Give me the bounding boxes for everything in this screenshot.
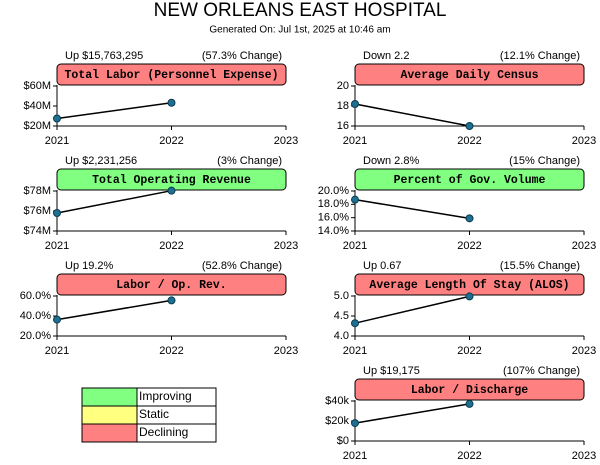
x-tick-label: 2021 bbox=[45, 240, 69, 252]
banner bbox=[56, 273, 287, 296]
change-amount: Up $15,763,295 bbox=[65, 50, 143, 62]
change-percent: (12.1% Change) bbox=[500, 50, 580, 62]
y-tick-label: 18 bbox=[337, 100, 349, 112]
change-amount: Up $2,231,256 bbox=[65, 155, 137, 167]
chart-title: Labor / Op. Rev. bbox=[116, 279, 226, 292]
x-tick-label: 2022 bbox=[457, 450, 481, 462]
data-point bbox=[351, 319, 359, 328]
data-point bbox=[53, 315, 61, 324]
change-percent: (15% Change) bbox=[509, 155, 580, 167]
y-tick-label: $78M bbox=[23, 185, 51, 197]
x-tick-label: 2021 bbox=[45, 135, 69, 147]
legend-label: Static bbox=[139, 407, 169, 421]
y-tick-label: $20M bbox=[23, 120, 51, 132]
x-tick-label: 2021 bbox=[343, 135, 367, 147]
change-percent: (107% Change) bbox=[503, 365, 580, 377]
series-line bbox=[354, 295, 470, 324]
x-tick-label: 2022 bbox=[159, 240, 183, 252]
legend-box bbox=[136, 423, 217, 443]
legend-label: Improving bbox=[139, 389, 192, 403]
page-title: NEW ORLEANS EAST HOSPITAL bbox=[154, 0, 447, 21]
chart-title: Total Labor (Personnel Expense) bbox=[65, 69, 279, 82]
x-tick-label: 2023 bbox=[572, 450, 596, 462]
series-line bbox=[354, 403, 470, 424]
change-percent: (15.5% Change) bbox=[500, 260, 580, 272]
x-tick-label: 2022 bbox=[159, 135, 183, 147]
y-tick-label: 4.0 bbox=[334, 330, 349, 342]
y-tick-label: $40k bbox=[325, 395, 349, 407]
data-point bbox=[465, 292, 474, 301]
y-tick-label: $60M bbox=[23, 80, 51, 92]
y-tick-label: $40M bbox=[23, 100, 51, 112]
data-point bbox=[465, 214, 474, 223]
chart-title: Labor / Discharge bbox=[411, 384, 528, 397]
y-tick-label: 14.0% bbox=[318, 225, 349, 237]
page-subtitle: Generated On: Jul 1st, 2025 at 10:46 am bbox=[209, 25, 390, 36]
series-line bbox=[56, 189, 172, 214]
chart-title: Total Operating Revenue bbox=[92, 174, 251, 187]
banner bbox=[354, 63, 585, 86]
y-tick-label: $74M bbox=[23, 225, 51, 237]
data-point bbox=[167, 296, 176, 305]
series-line bbox=[354, 103, 470, 127]
x-tick-label: 2022 bbox=[159, 345, 183, 357]
data-point bbox=[53, 114, 61, 123]
y-tick-label: 5.0 bbox=[334, 290, 349, 302]
change-amount: Up $19,175 bbox=[363, 365, 420, 377]
x-tick-label: 2021 bbox=[45, 345, 69, 357]
chart-title: Average Length Of Stay (ALOS) bbox=[369, 279, 569, 292]
legend-swatch bbox=[81, 423, 138, 443]
x-tick-label: 2021 bbox=[343, 450, 367, 462]
data-point bbox=[465, 122, 474, 130]
chart-title: Average Daily Census bbox=[400, 69, 538, 82]
y-tick-label: 20.0% bbox=[318, 185, 349, 197]
data-point bbox=[465, 399, 474, 408]
change-percent: (57.3% Change) bbox=[202, 50, 282, 62]
legend-swatch bbox=[81, 405, 138, 425]
y-tick-label: 18.0% bbox=[318, 198, 349, 210]
series-line bbox=[56, 101, 172, 120]
y-tick-label: $0 bbox=[337, 435, 349, 447]
change-amount: Up 0.67 bbox=[363, 260, 402, 272]
x-tick-label: 2023 bbox=[274, 240, 298, 252]
banner bbox=[56, 63, 287, 86]
change-percent: (52.8% Change) bbox=[202, 260, 282, 272]
y-tick-label: 4.5 bbox=[334, 310, 349, 322]
x-tick-label: 2022 bbox=[457, 135, 481, 147]
data-point bbox=[351, 195, 359, 204]
x-tick-label: 2021 bbox=[343, 345, 367, 357]
data-point bbox=[53, 209, 61, 217]
x-tick-label: 2023 bbox=[274, 345, 298, 357]
series-line bbox=[56, 299, 172, 321]
data-point bbox=[351, 419, 359, 428]
x-tick-label: 2023 bbox=[572, 345, 596, 357]
x-tick-label: 2023 bbox=[572, 240, 596, 252]
y-tick-label: $20k bbox=[325, 415, 349, 427]
series-line bbox=[354, 198, 470, 220]
data-point bbox=[167, 98, 176, 107]
data-point bbox=[167, 186, 176, 195]
legend-label: Declining bbox=[139, 425, 188, 439]
y-tick-label: 20 bbox=[337, 80, 349, 92]
x-tick-label: 2022 bbox=[457, 345, 481, 357]
y-tick-label: 16 bbox=[337, 120, 349, 132]
change-amount: Up 19.2% bbox=[65, 260, 114, 272]
x-tick-label: 2021 bbox=[343, 240, 367, 252]
banner bbox=[354, 168, 585, 191]
x-tick-label: 2023 bbox=[274, 135, 298, 147]
x-tick-label: 2022 bbox=[457, 240, 481, 252]
change-amount: Down 2.2 bbox=[363, 50, 409, 62]
y-tick-label: 20.0% bbox=[20, 330, 51, 342]
legend-swatch bbox=[81, 387, 138, 407]
y-tick-label: 40.0% bbox=[20, 310, 51, 322]
change-percent: (3% Change) bbox=[217, 155, 282, 167]
data-point bbox=[351, 100, 359, 108]
change-amount: Down 2.8% bbox=[363, 155, 419, 167]
y-tick-label: 16.0% bbox=[318, 212, 349, 224]
x-tick-label: 2023 bbox=[572, 135, 596, 147]
y-tick-label: 60.0% bbox=[20, 290, 51, 302]
y-tick-label: $76M bbox=[23, 205, 51, 217]
chart-title: Percent of Gov. Volume bbox=[394, 174, 546, 187]
